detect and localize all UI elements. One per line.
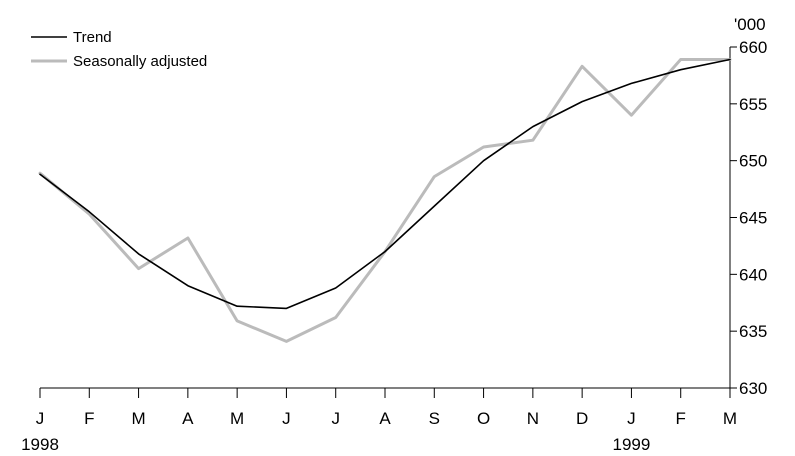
y-tick-label: 645: [739, 209, 767, 228]
x-tick-label: A: [182, 409, 194, 428]
series-line-seasonally-adjusted: [38, 58, 732, 343]
y-tick-label: 650: [739, 152, 767, 171]
x-tick-label: J: [331, 409, 340, 428]
y-tick-label: 635: [739, 322, 767, 341]
legend-label-seasonally-adjusted: Seasonally adjusted: [73, 53, 207, 70]
y-tick-label: 660: [739, 38, 767, 57]
x-tick-label: O: [477, 409, 490, 428]
x-tick-label: J: [282, 409, 291, 428]
year-label: 1999: [613, 435, 651, 454]
legend: Trend Seasonally adjusted: [31, 29, 207, 70]
series-line-trend: [39, 58, 731, 310]
axes: J F M A M J J A S O N D J F M 1998 1999 630 635 640 645 650 65…: [21, 38, 767, 454]
x-tick-label: J: [36, 409, 45, 428]
x-tick-label: F: [84, 409, 94, 428]
year-label: 1998: [21, 435, 59, 454]
x-tick-label: N: [527, 409, 539, 428]
y-tick-label: 640: [739, 265, 767, 284]
x-tick-label: S: [429, 409, 440, 428]
x-tick-label: A: [379, 409, 391, 428]
x-tick-label: D: [576, 409, 588, 428]
y-axis-unit-label: '000: [734, 15, 766, 34]
x-tick-label: M: [131, 409, 145, 428]
x-tick-label: M: [230, 409, 244, 428]
legend-label-trend: Trend: [73, 29, 112, 46]
series-layer: [38, 58, 732, 343]
x-tick-label: J: [627, 409, 636, 428]
y-tick-label: 630: [739, 379, 767, 398]
x-tick-label: F: [676, 409, 686, 428]
y-tick-label: 655: [739, 95, 767, 114]
x-tick-label: M: [723, 409, 737, 428]
